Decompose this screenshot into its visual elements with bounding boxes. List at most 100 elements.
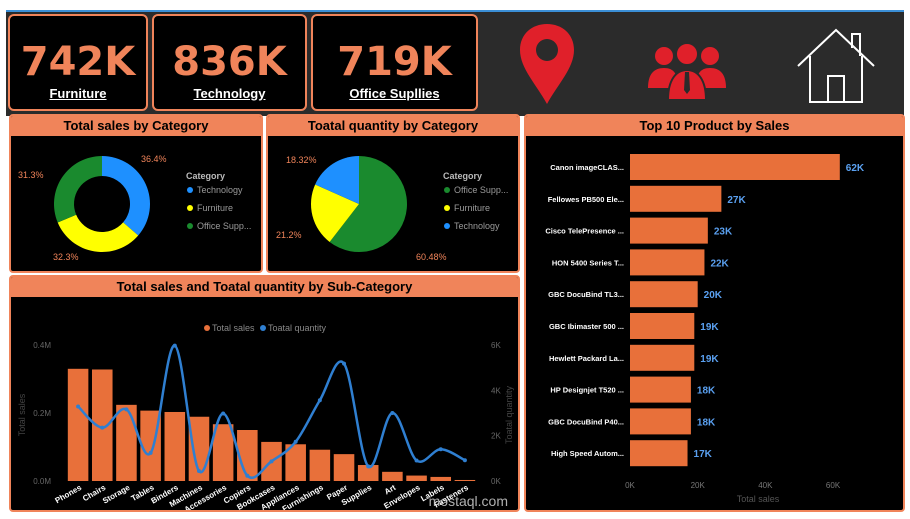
category-label: Phones bbox=[54, 483, 84, 506]
subcategory-panel: Total sales and Toatal quantity by Sub-C… bbox=[9, 275, 520, 512]
bar bbox=[630, 185, 722, 212]
line-point bbox=[196, 469, 201, 474]
value-label: 17K bbox=[694, 449, 713, 460]
category-label: Hewlett Packard La... bbox=[549, 354, 624, 363]
bar bbox=[212, 424, 234, 481]
pie-slice bbox=[102, 156, 151, 236]
bar bbox=[285, 444, 306, 481]
legend-label: Furniture bbox=[197, 203, 233, 213]
line-point bbox=[317, 398, 322, 403]
line-point bbox=[366, 464, 371, 469]
legend-marker bbox=[187, 223, 193, 229]
x-axis-label: Total sales bbox=[737, 494, 780, 504]
category-label: GBC DocuBind TL3... bbox=[548, 290, 624, 299]
bar bbox=[91, 369, 113, 481]
y-axis-label: Total sales bbox=[17, 393, 27, 436]
bar bbox=[630, 154, 840, 180]
bar bbox=[140, 410, 161, 481]
y2-tick-label: 6K bbox=[491, 341, 501, 350]
category-label: High Speed Autom... bbox=[551, 449, 624, 458]
location-pin-icon[interactable] bbox=[516, 22, 578, 106]
value-label: 62K bbox=[846, 163, 865, 174]
quantity-by-category-panel: Toatal quantity by Category 60.48% 21.2% 1… bbox=[266, 114, 520, 273]
top-products-bar-chart: Canon imageCLAS... 62K Fellowes PB500 Ele.… bbox=[545, 154, 865, 504]
legend-label: Office Supp... bbox=[197, 221, 251, 231]
pie-slice bbox=[53, 156, 102, 223]
chart-title: Total sales and Toatal quantity by Sub-C… bbox=[11, 277, 518, 297]
legend-marker bbox=[444, 223, 450, 229]
pie-slice bbox=[329, 156, 407, 252]
line-point bbox=[221, 411, 226, 416]
y2-tick-label: 4K bbox=[491, 386, 501, 395]
y-tick-label: 0.0M bbox=[33, 477, 51, 486]
value-label: 23K bbox=[714, 227, 733, 238]
legend-title: Category bbox=[443, 171, 482, 181]
bar bbox=[67, 368, 89, 481]
category-label: Storage bbox=[101, 483, 132, 506]
bar bbox=[116, 404, 137, 481]
y2-axis-label: Toatal quantity bbox=[504, 385, 514, 444]
watermark: mostaql.com bbox=[428, 493, 508, 509]
bar bbox=[430, 476, 452, 481]
bar bbox=[630, 217, 708, 244]
bar bbox=[333, 454, 355, 481]
category-label: HP Designjet T520 ... bbox=[550, 386, 624, 395]
data-label: 36.4% bbox=[141, 154, 167, 164]
kpi-value: 836K bbox=[172, 39, 287, 85]
line-point bbox=[148, 450, 153, 455]
legend-marker bbox=[204, 325, 210, 331]
y2-tick-label: 2K bbox=[491, 432, 501, 441]
kpi-value: 719K bbox=[337, 39, 452, 85]
x-tick-label: 20K bbox=[691, 481, 706, 490]
legend-marker bbox=[260, 325, 266, 331]
x-tick-label: 0K bbox=[625, 481, 635, 490]
bar bbox=[164, 411, 186, 481]
bar bbox=[406, 475, 427, 481]
legend-marker bbox=[187, 187, 193, 193]
kpi-card-technology: 836K Technology bbox=[152, 14, 307, 111]
line-point bbox=[124, 407, 129, 412]
legend-label: Total sales bbox=[212, 323, 255, 333]
sales-by-category-panel: Total sales by Category 36.4% 32.3% 31.3% C… bbox=[9, 114, 263, 273]
data-label: 60.48% bbox=[416, 252, 447, 262]
value-label: 19K bbox=[700, 322, 719, 333]
line-point bbox=[438, 447, 443, 452]
bar bbox=[630, 281, 698, 308]
bar bbox=[630, 376, 691, 403]
data-label: 21.2% bbox=[276, 230, 302, 240]
category-label: GBC Ibimaster 500 ... bbox=[549, 322, 624, 331]
value-label: 22K bbox=[710, 258, 729, 269]
bar bbox=[382, 471, 403, 481]
chart-title: Top 10 Product by Sales bbox=[526, 116, 903, 136]
chart-title: Total sales by Category bbox=[11, 116, 261, 136]
category-label: Canon imageCLAS... bbox=[550, 163, 624, 172]
line-point bbox=[390, 411, 395, 415]
pie-slice bbox=[315, 156, 359, 204]
kpi-label: Furniture bbox=[49, 86, 107, 101]
data-label: 18.32% bbox=[286, 155, 317, 165]
line-point bbox=[269, 459, 274, 464]
legend-marker bbox=[444, 205, 450, 211]
y2-tick-label: 0K bbox=[491, 477, 501, 486]
line-point bbox=[76, 404, 81, 409]
y-tick-label: 0.2M bbox=[33, 409, 51, 418]
kpi-card-office-supplies: 719K Office Supllies bbox=[311, 14, 478, 111]
bar bbox=[357, 465, 379, 481]
legend-label: Technology bbox=[197, 185, 243, 195]
kpi-card-furniture: 742K Furniture bbox=[8, 14, 148, 111]
quantity-by-category-pie: 60.48% 21.2% 18.32% Category Office Supp... F… bbox=[276, 155, 508, 262]
value-label: 19K bbox=[700, 354, 719, 365]
value-label: 20K bbox=[704, 290, 723, 301]
line-point bbox=[100, 425, 105, 430]
people-group-icon[interactable] bbox=[646, 38, 728, 102]
kpi-label: Office Supllies bbox=[349, 86, 440, 101]
legend-label: Office Supp... bbox=[454, 185, 508, 195]
kpi-value: 742K bbox=[20, 39, 136, 85]
subcategory-combo-chart: Total sales Toatal quantity 0.0M 0.2M 0.4M 0K… bbox=[17, 323, 514, 510]
home-icon[interactable] bbox=[794, 26, 878, 106]
bar bbox=[630, 313, 695, 339]
pie-slice bbox=[57, 214, 139, 252]
legend-label: Technology bbox=[454, 221, 500, 231]
line-point bbox=[414, 458, 419, 463]
sales-by-category-donut: 36.4% 32.3% 31.3% Category Technology Furnitu… bbox=[18, 154, 251, 262]
